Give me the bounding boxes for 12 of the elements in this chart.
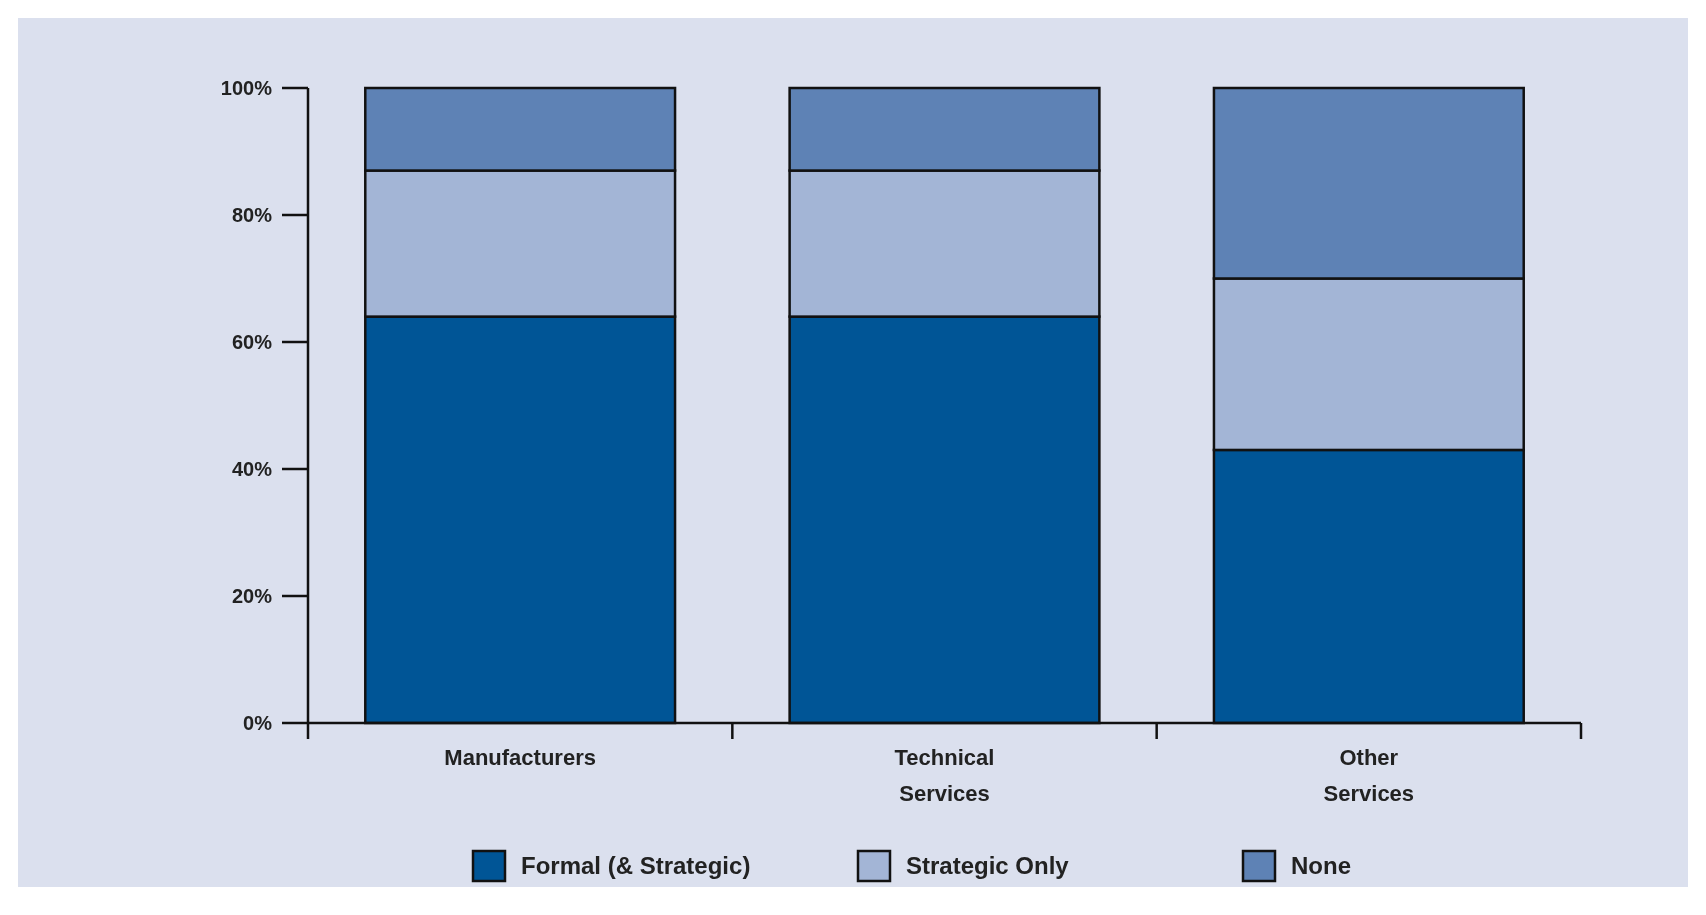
y-tick-label: 60% bbox=[231, 331, 273, 353]
x-tick-label: Manufacturers bbox=[444, 745, 596, 770]
legend-label: Strategic Only bbox=[906, 852, 1070, 880]
y-tick-label: 100% bbox=[220, 77, 273, 99]
legend-label: None bbox=[1291, 852, 1351, 880]
y-tick-label: 0% bbox=[243, 712, 273, 734]
y-tick-label: 20% bbox=[231, 585, 273, 607]
y-tick-label: 40% bbox=[231, 458, 273, 480]
legend-label: Formal (& Strategic) bbox=[521, 852, 751, 880]
x-tick-label: Other Services bbox=[1323, 745, 1415, 806]
y-tick-label: 80% bbox=[231, 204, 273, 226]
x-tick-label: Technical Services bbox=[894, 745, 995, 806]
